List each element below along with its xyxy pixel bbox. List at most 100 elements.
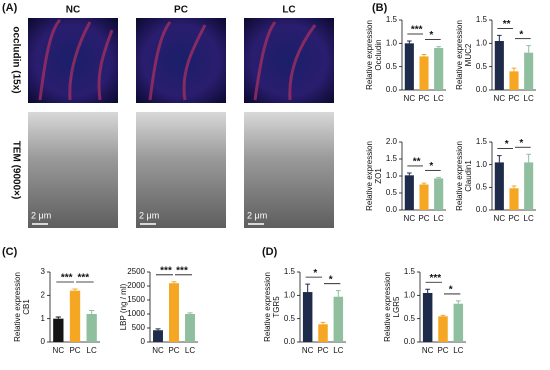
error-bar xyxy=(89,310,95,314)
bar xyxy=(53,318,64,342)
y-axis-label: CB1 xyxy=(22,299,31,315)
significance-label: *** xyxy=(77,273,89,284)
bar xyxy=(69,290,81,342)
y-tick-label: 0.0 xyxy=(476,205,488,214)
error-bar xyxy=(497,155,502,163)
x-tick-label: LC xyxy=(434,214,444,223)
bar xyxy=(404,175,414,210)
error-bar xyxy=(511,185,517,189)
y-tick-label: 1000 xyxy=(127,309,145,318)
y-tick-label: 0.5 xyxy=(386,62,398,71)
error-bar xyxy=(55,316,61,319)
bar xyxy=(419,56,429,90)
y-tick-label: 1500 xyxy=(127,295,145,304)
y-tick-label: 2 xyxy=(41,290,46,299)
x-tick-label: LC xyxy=(524,94,534,103)
x-tick-label: PC xyxy=(437,346,448,355)
error-bar xyxy=(425,288,431,293)
y-tick-label: 1.0 xyxy=(284,290,296,299)
y-tick-label: 1.5 xyxy=(386,154,398,163)
significance-label: *** xyxy=(160,265,172,276)
y-tick-label: 0.5 xyxy=(404,314,416,323)
bar xyxy=(509,71,519,90)
y-axis-label: Relative expression xyxy=(365,20,374,90)
error-bar xyxy=(436,46,441,48)
bar xyxy=(494,41,504,90)
error-bar xyxy=(421,182,427,185)
error-bar xyxy=(155,328,161,331)
y-tick-label: 1.0 xyxy=(476,38,488,47)
x-tick-label: NC xyxy=(53,346,65,355)
significance-label: * xyxy=(429,30,433,41)
y-tick-label: 0 xyxy=(41,337,46,346)
x-tick-label: PC xyxy=(508,94,519,103)
y-axis-label: Claudin1 xyxy=(464,160,473,192)
bar xyxy=(509,188,519,210)
x-tick-label: NC xyxy=(302,346,314,355)
y-axis-label: Relative expression xyxy=(455,141,464,211)
bar xyxy=(524,52,534,90)
error-bar xyxy=(455,300,461,304)
fluorescence-image xyxy=(136,18,226,103)
significance-label: ** xyxy=(413,157,421,168)
y-tick-label: 1.5 xyxy=(284,267,296,276)
bar xyxy=(422,293,433,342)
panel-label: (D) xyxy=(262,246,278,258)
panel-label: (B) xyxy=(372,2,388,14)
tem-image xyxy=(136,112,226,228)
y-tick-label: 1.5 xyxy=(476,15,488,24)
significance-label: * xyxy=(505,139,509,150)
error-bar xyxy=(187,312,193,314)
y-tick-label: 0 xyxy=(141,337,146,346)
bar xyxy=(434,48,444,90)
y-tick-label: 0.5 xyxy=(476,182,488,191)
error-bar xyxy=(407,40,412,44)
x-tick-label: LC xyxy=(524,214,534,223)
significance-label: * xyxy=(329,274,333,285)
bar xyxy=(404,43,414,90)
x-tick-label: NC xyxy=(494,94,506,103)
significance-label: *** xyxy=(429,273,441,284)
bar xyxy=(434,178,444,210)
x-tick-label: NC xyxy=(404,214,416,223)
significance-label: * xyxy=(313,268,317,279)
y-tick-label: 0.5 xyxy=(284,314,296,323)
y-tick-label: 0.0 xyxy=(386,85,398,94)
x-tick-label: PC xyxy=(69,346,80,355)
y-axis-label: LBP (ng / ml) xyxy=(119,283,128,330)
error-bar xyxy=(335,290,341,297)
y-tick-label: 3 xyxy=(41,267,46,276)
y-tick-label: 0.0 xyxy=(386,205,398,214)
y-tick-label: 2500 xyxy=(127,267,145,276)
x-tick-label: PC xyxy=(168,346,179,355)
error-bar xyxy=(497,34,502,41)
y-tick-label: 1.5 xyxy=(404,267,416,276)
y-tick-label: 1.0 xyxy=(476,160,488,169)
y-tick-label: 0.0 xyxy=(284,337,296,346)
error-bar xyxy=(421,54,427,57)
column-header: PC xyxy=(174,5,188,16)
bar xyxy=(153,330,163,342)
x-tick-label: LC xyxy=(87,346,97,355)
bar xyxy=(453,303,464,342)
x-tick-label: LC xyxy=(434,94,444,103)
x-tick-label: NC xyxy=(422,346,434,355)
y-axis-label: Relative expression xyxy=(263,272,272,342)
panel-label: (C) xyxy=(2,246,18,258)
tissue-outline xyxy=(38,18,317,101)
bar xyxy=(438,316,448,342)
y-tick-label: 1.0 xyxy=(386,171,398,180)
error-bar xyxy=(320,321,326,325)
column-header: NC xyxy=(66,5,80,16)
error-bar xyxy=(511,67,517,72)
bar xyxy=(86,314,97,342)
image-grid: 2 μm 2 μm 2 μm NC PC LC occludin (15x) T… xyxy=(10,5,334,228)
y-tick-label: 0.0 xyxy=(404,337,416,346)
error-bar xyxy=(526,45,531,53)
y-tick-label: 500 xyxy=(132,323,146,332)
error-bar xyxy=(526,153,531,163)
y-axis-label: TGR5 xyxy=(272,296,281,318)
error-bar xyxy=(440,314,446,317)
y-axis-label: LGR5 xyxy=(392,296,401,317)
